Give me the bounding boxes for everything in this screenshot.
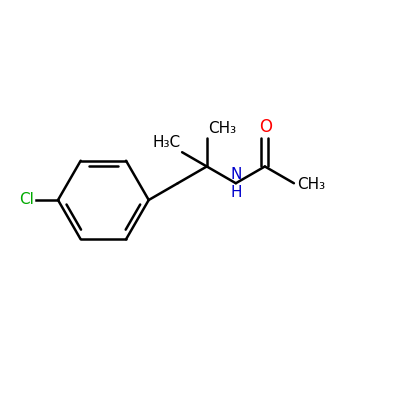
Text: H: H	[230, 185, 242, 200]
Text: H₃C: H₃C	[152, 135, 180, 150]
Text: Cl: Cl	[20, 192, 34, 208]
Text: N: N	[230, 167, 242, 182]
Text: CH₃: CH₃	[208, 121, 236, 136]
Text: O: O	[260, 118, 272, 136]
Text: CH₃: CH₃	[297, 177, 325, 192]
